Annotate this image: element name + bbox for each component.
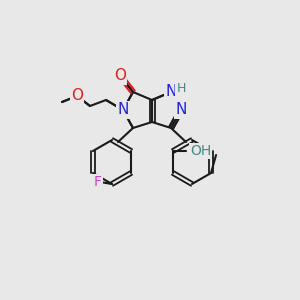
Text: OH: OH bbox=[190, 144, 211, 158]
Text: N: N bbox=[117, 103, 129, 118]
Text: N: N bbox=[175, 103, 187, 118]
Text: H: H bbox=[176, 82, 186, 95]
Text: N: N bbox=[175, 103, 187, 118]
Text: O: O bbox=[71, 88, 83, 104]
Text: N: N bbox=[165, 85, 177, 100]
Text: O: O bbox=[114, 68, 126, 83]
Text: O: O bbox=[71, 88, 83, 104]
Text: N: N bbox=[165, 85, 177, 100]
Text: H: H bbox=[176, 82, 186, 95]
Text: F: F bbox=[94, 175, 102, 189]
Text: N: N bbox=[117, 103, 129, 118]
Text: O: O bbox=[114, 68, 126, 83]
